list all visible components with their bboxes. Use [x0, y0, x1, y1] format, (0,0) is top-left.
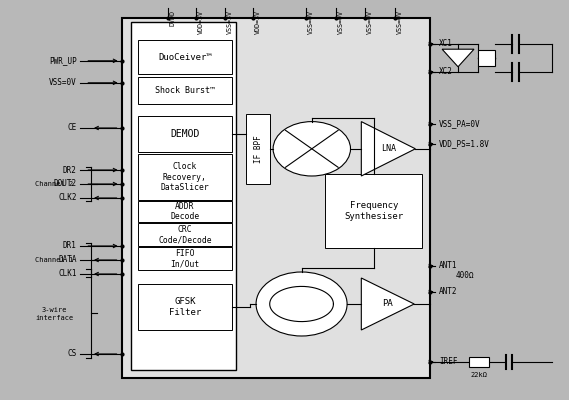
- Text: ADDR
Decode: ADDR Decode: [170, 202, 200, 221]
- Text: LNA: LNA: [381, 144, 396, 153]
- Bar: [138, 284, 232, 330]
- Text: ANT1: ANT1: [439, 262, 458, 270]
- Text: DuoCeiver™: DuoCeiver™: [158, 52, 212, 62]
- Polygon shape: [442, 49, 474, 67]
- Text: Channel 1: Channel 1: [35, 257, 73, 263]
- Text: VSS=0V: VSS=0V: [397, 10, 403, 34]
- Bar: [138, 223, 232, 246]
- Text: DATA: DATA: [58, 256, 77, 264]
- Circle shape: [273, 122, 351, 176]
- Text: FIFO
In/Out: FIFO In/Out: [170, 249, 200, 268]
- Text: IREF: IREF: [439, 358, 458, 366]
- Text: CE: CE: [68, 124, 77, 132]
- Text: VDD_PS=1.8V: VDD_PS=1.8V: [439, 140, 490, 148]
- Text: Clock
Recovery,
DataSlicer: Clock Recovery, DataSlicer: [160, 162, 209, 192]
- Text: 3-wire
interface: 3-wire interface: [35, 308, 73, 320]
- Text: XC1: XC1: [439, 40, 453, 48]
- Text: VDD=3V: VDD=3V: [198, 10, 204, 34]
- Text: VSS=0V: VSS=0V: [337, 10, 344, 34]
- Bar: [469, 357, 489, 367]
- Text: DVDD: DVDD: [170, 10, 176, 26]
- Bar: [122, 18, 430, 378]
- Bar: [138, 154, 232, 200]
- Bar: [478, 50, 495, 66]
- Text: VSS=3V: VSS=3V: [226, 10, 233, 34]
- Text: VSS=0V: VSS=0V: [367, 10, 373, 34]
- Bar: [246, 114, 270, 184]
- Bar: [138, 77, 232, 104]
- Text: PWR_UP: PWR_UP: [49, 56, 77, 65]
- Circle shape: [256, 272, 347, 336]
- Text: PA: PA: [382, 300, 393, 308]
- Text: VSS=0V: VSS=0V: [308, 10, 314, 34]
- Text: 22kΩ: 22kΩ: [471, 372, 488, 378]
- Bar: [325, 174, 422, 248]
- Bar: [138, 247, 232, 270]
- Text: DOUT2: DOUT2: [53, 180, 77, 188]
- Text: Frequency
Synthesiser: Frequency Synthesiser: [344, 201, 403, 221]
- Polygon shape: [361, 278, 414, 330]
- Text: 400Ω: 400Ω: [455, 270, 474, 280]
- Polygon shape: [361, 122, 415, 176]
- Bar: [131, 22, 236, 370]
- Bar: [138, 116, 232, 152]
- Text: VSS_PA=0V: VSS_PA=0V: [439, 120, 481, 128]
- Text: Shock Burst™: Shock Burst™: [155, 86, 215, 95]
- Text: Channel 2: Channel 2: [35, 181, 73, 187]
- Text: DR2: DR2: [63, 166, 77, 174]
- Text: CLK2: CLK2: [58, 194, 77, 202]
- Text: CLK1: CLK1: [58, 270, 77, 278]
- Text: VSS=0V: VSS=0V: [49, 78, 77, 87]
- Text: DEMOD: DEMOD: [170, 129, 200, 139]
- Text: GFSK
Filter: GFSK Filter: [169, 297, 201, 317]
- Text: CS: CS: [68, 350, 77, 358]
- Text: CRC
Code/Decode: CRC Code/Decode: [158, 225, 212, 244]
- Bar: [138, 40, 232, 74]
- Text: VDD=3V: VDD=3V: [255, 10, 261, 34]
- Text: IF BPF: IF BPF: [254, 135, 262, 163]
- Text: ANT2: ANT2: [439, 288, 458, 296]
- Text: DR1: DR1: [63, 242, 77, 250]
- Text: XC2: XC2: [439, 68, 453, 76]
- Bar: [138, 201, 232, 222]
